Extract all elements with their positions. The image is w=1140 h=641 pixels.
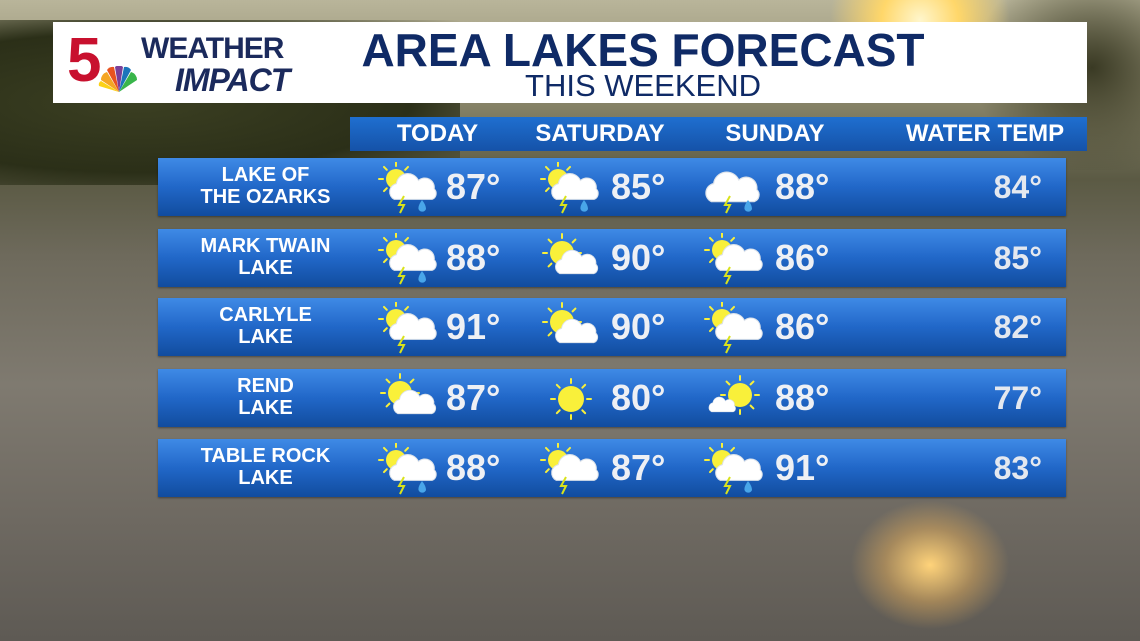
partly-sunny-thunderstorm-icon bbox=[700, 232, 770, 285]
forecast-high-temp: 88° bbox=[775, 377, 830, 418]
water-temp: 77° bbox=[993, 380, 1042, 416]
logo-weather-text: WEATHER bbox=[141, 32, 284, 65]
water-temp: 84° bbox=[993, 169, 1042, 205]
forecast-high-temp: 88° bbox=[446, 237, 501, 278]
partly-sunny-thunderstorm-rain-icon bbox=[536, 161, 606, 214]
page-title: AREA LAKES FORECAST bbox=[361, 24, 925, 76]
lake-name-line: MARK TWAIN bbox=[200, 235, 331, 257]
lake-name-line: TABLE ROCK bbox=[200, 445, 331, 467]
lake-name-line: CARLYLE bbox=[219, 304, 312, 326]
lake-name-line: LAKE bbox=[238, 397, 293, 419]
forecast-high-temp: 91° bbox=[775, 447, 830, 488]
lake-name-line: LAKE bbox=[238, 257, 293, 279]
partly-sunny-thunderstorm-rain-icon bbox=[374, 232, 444, 285]
forecast-high-temp: 86° bbox=[775, 237, 830, 278]
forecast-high-temp: 88° bbox=[775, 166, 830, 207]
water-temp: 85° bbox=[993, 240, 1042, 276]
forecast-high-temp: 88° bbox=[446, 447, 501, 488]
page-subtitle: THIS WEEKEND bbox=[525, 68, 761, 103]
water-temp: 82° bbox=[993, 309, 1042, 345]
column-saturday: SATURDAY bbox=[535, 120, 665, 147]
partly-sunny-thunderstorm-rain-icon bbox=[700, 442, 770, 495]
forecast-high-temp: 90° bbox=[611, 306, 666, 347]
forecast-high-temp: 87° bbox=[446, 377, 501, 418]
lake-row: TABLE ROCK LAKE 88° 87° 91° 83° bbox=[158, 439, 1066, 497]
peacock-logo-icon bbox=[98, 66, 138, 92]
partly-sunny-thunderstorm-rain-icon bbox=[374, 161, 444, 214]
sunny-icon bbox=[536, 373, 606, 425]
forecast-high-temp: 86° bbox=[775, 306, 830, 347]
forecast-high-temp: 91° bbox=[446, 306, 501, 347]
partly-sunny-thunderstorm-icon bbox=[700, 301, 770, 354]
partly-sunny-icon bbox=[374, 373, 444, 425]
column-water-temp: WATER TEMP bbox=[905, 120, 1065, 147]
station-logo-number: 5 bbox=[67, 26, 102, 95]
logo-impact-text: IMPACT bbox=[175, 62, 290, 98]
lake-row: CARLYLE LAKE 91° 90° 86° 82° bbox=[158, 298, 1066, 356]
lake-name: CARLYLE LAKE bbox=[158, 304, 373, 348]
forecast-high-temp: 87° bbox=[446, 166, 501, 207]
background-water-glint bbox=[850, 500, 1010, 630]
mostly-sunny-icon bbox=[700, 373, 770, 425]
cloudy-thunderstorm-rain-icon bbox=[700, 162, 770, 214]
partly-sunny-thunderstorm-rain-icon bbox=[374, 442, 444, 495]
lake-name: LAKE OF THE OZARKS bbox=[158, 164, 373, 208]
header-banner: 5 WEATHER IMPACT AREA LAKES FORECAST THI… bbox=[53, 22, 1087, 103]
lake-name-line: LAKE OF bbox=[221, 164, 310, 186]
lake-name: MARK TWAIN LAKE bbox=[158, 235, 373, 279]
forecast-high-temp: 90° bbox=[611, 237, 666, 278]
forecast-high-temp: 85° bbox=[611, 166, 666, 207]
partly-sunny-icon bbox=[536, 233, 606, 285]
partly-sunny-thunderstorm-icon bbox=[536, 442, 606, 495]
lake-name-line: LAKE bbox=[238, 467, 293, 489]
lake-name-line: LAKE bbox=[238, 326, 293, 348]
column-today: TODAY bbox=[396, 120, 479, 147]
forecast-high-temp: 87° bbox=[611, 447, 666, 488]
water-temp: 83° bbox=[993, 450, 1042, 486]
partly-sunny-thunderstorm-icon bbox=[374, 301, 444, 354]
lake-row: LAKE OF THE OZARKS 87° 85° 88° 84° bbox=[158, 158, 1066, 216]
lake-name: TABLE ROCK LAKE bbox=[158, 445, 373, 489]
forecast-high-temp: 80° bbox=[611, 377, 666, 418]
partly-sunny-icon bbox=[536, 302, 606, 354]
lake-name: REND LAKE bbox=[158, 375, 373, 419]
lake-row: MARK TWAIN LAKE 88° 90° 86° 85° bbox=[158, 229, 1066, 287]
column-sunday: SUNDAY bbox=[725, 120, 825, 147]
column-header-bar: TODAY SATURDAY SUNDAY WATER TEMP bbox=[350, 117, 1087, 151]
lake-name-line: REND bbox=[237, 375, 294, 397]
lake-row: REND LAKE 87° 80° 88° 77° bbox=[158, 369, 1066, 427]
lake-name-line: THE OZARKS bbox=[200, 186, 331, 208]
